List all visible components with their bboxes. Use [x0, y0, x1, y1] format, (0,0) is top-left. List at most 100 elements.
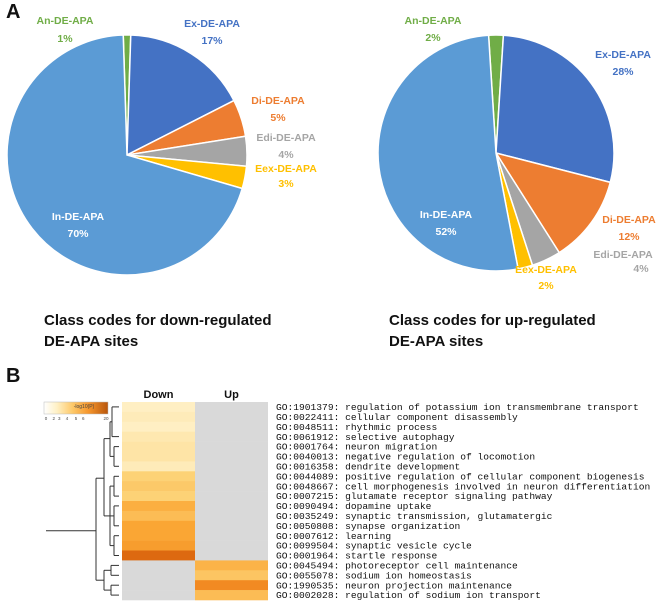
- go-term-label: GO:0050808: synapse organization: [276, 521, 460, 532]
- go-term-label: GO:0090494: dopamine uptake: [276, 501, 432, 512]
- heatmap-cell-down: [122, 431, 195, 442]
- heatmap-cell-down: [122, 530, 195, 541]
- go-term-label: GO:0061912: selective autophagy: [276, 432, 455, 443]
- pie-percent-up-eex-de-apa: 2%: [538, 280, 554, 292]
- heatmap-cell-up: [195, 580, 268, 591]
- heatmap-cell-down: [122, 491, 195, 502]
- heatmap-cell-down: [122, 510, 195, 522]
- heatmap-cell-up: [195, 402, 268, 413]
- heatmap-cell-up: [195, 560, 268, 571]
- heatmap-cell-down: [122, 540, 195, 551]
- row-dendrogram: [46, 406, 119, 596]
- heatmap-cell-up: [195, 441, 268, 452]
- heatmap-cell-up: [195, 520, 268, 531]
- go-term-label: GO:0045494: photoreceptor cell maintenan…: [276, 561, 518, 572]
- pie-slice-down-in-de-apa: [6, 34, 244, 276]
- pie-percent-up-in-de-apa: 52%: [435, 226, 457, 238]
- heatmap-cell-down: [122, 550, 195, 561]
- legend-tick-label: 4: [66, 416, 69, 421]
- caption-up-line1: Class codes for up-regulated: [389, 312, 596, 329]
- go-term-label: GO:1901379: regulation of potassium ion …: [276, 402, 639, 413]
- heatmap-cell-down: [122, 441, 195, 452]
- pie-percent-down-an-de-apa: 1%: [57, 33, 73, 45]
- go-term-label: GO:1990535: neuron projection maintenanc…: [276, 580, 512, 591]
- heatmap-cell-up: [195, 481, 268, 492]
- heatmap-cell-down: [122, 501, 195, 512]
- heatmap-cell-down: [122, 461, 195, 472]
- go-term-label: GO:0048511: rhythmic process: [276, 422, 437, 433]
- caption-down-line1: Class codes for down-regulated: [44, 312, 272, 329]
- legend-gradient-bar: [43, 401, 109, 415]
- pie-slice-up-di-de-apa: [494, 151, 612, 254]
- go-term-label: GO:0035249: synaptic transmission, gluta…: [276, 511, 553, 522]
- pie-percent-up-an-de-apa: 2%: [425, 32, 441, 44]
- pie-label-up-edi-de-apa: Edi-DE-APA: [593, 249, 653, 261]
- go-term-label: GO:0040013: negative regulation of locom…: [276, 452, 535, 463]
- legend-tick-label: 3: [58, 416, 61, 421]
- heatmap-cell-up: [195, 491, 268, 502]
- panel-a-letter: A: [6, 1, 20, 23]
- pie-label-down-an-de-apa: An-DE-APA: [37, 15, 94, 27]
- pie-slice-down-ex-de-apa: [126, 34, 235, 157]
- go-term-label: GO:0099504: synaptic vesicle cycle: [276, 541, 472, 552]
- heatmap-cell-up: [195, 590, 268, 601]
- pie-label-down-in-de-apa: In-DE-APA: [52, 211, 105, 223]
- heatmap-cell-up: [195, 510, 268, 522]
- heatmap-cell-up: [195, 550, 268, 561]
- heatmap-color-legend: -log10(P) 0 2 3 4 5 6 20: [43, 401, 109, 421]
- pie-label-up-in-de-apa: In-DE-APA: [420, 209, 473, 221]
- go-term-label: GO:0007612: learning: [276, 531, 391, 542]
- legend-tick-label: 0: [45, 416, 48, 421]
- go-term-label: GO:0001964: startle response: [276, 551, 437, 562]
- heatmap-cell-up: [195, 411, 268, 423]
- pie-label-up-ex-de-apa: Ex-DE-APA: [595, 49, 651, 61]
- pie-label-down-di-de-apa: Di-DE-APA: [251, 95, 305, 107]
- pie-percent-down-eex-de-apa: 3%: [278, 178, 294, 190]
- go-term-label: GO:0001764: neuron migration: [276, 442, 437, 453]
- heatmap-cell-up: [195, 461, 268, 472]
- go-term-label: GO:0044089: positive regulation of cellu…: [276, 471, 644, 482]
- heatmap-cell-down: [122, 481, 195, 492]
- go-term-label: GO:0002028: regulation of sodium ion tra…: [276, 590, 541, 601]
- heatmap-cell-down: [122, 590, 195, 601]
- heatmap-cell-down: [122, 570, 195, 581]
- go-term-label: GO:0016358: dendrite development: [276, 462, 460, 473]
- heatmap-cell-down: [122, 411, 195, 423]
- pie-label-up-eex-de-apa: Eex-DE-APA: [515, 264, 577, 276]
- caption-up-line2: DE-APA sites: [389, 333, 483, 350]
- heatmap-cell-up: [195, 471, 268, 482]
- pie-percent-down-di-de-apa: 5%: [270, 112, 286, 124]
- heatmap-cell-down: [122, 471, 195, 482]
- column-header-up: Up: [224, 389, 239, 401]
- panel-b-letter: B: [6, 365, 20, 387]
- pie-percent-down-ex-de-apa: 17%: [201, 35, 223, 47]
- pie-slice-up-ex-de-apa: [495, 34, 615, 184]
- heatmap-cell-down: [122, 451, 195, 462]
- pie-percent-up-edi-de-apa: 4%: [633, 263, 649, 275]
- pie-label-down-ex-de-apa: Ex-DE-APA: [184, 18, 240, 30]
- legend-tick-label: 5: [75, 416, 78, 421]
- heatmap-cell-down: [122, 580, 195, 591]
- pie-label-up-di-de-apa: Di-DE-APA: [602, 214, 656, 226]
- pie-label-up-an-de-apa: An-DE-APA: [405, 15, 462, 27]
- go-term-label: GO:0055078: sodium ion homeostasis: [276, 570, 472, 581]
- heatmap-cell-up: [195, 530, 268, 541]
- heatmap-cell-up: [195, 570, 268, 581]
- heatmap-cell-up: [195, 451, 268, 462]
- go-term-label: GO:0007215: glutamate receptor signaling…: [276, 491, 553, 502]
- pie-chart-down-regulated: An-DE-APA 1% Ex-DE-APA 17% Di-DE-APA 5% Edi-DE…: [6, 15, 317, 276]
- heatmap-cell-down: [122, 402, 195, 413]
- heatmap-cell-up: [195, 421, 268, 432]
- column-header-down: Down: [144, 389, 174, 401]
- heatmap-cell-down: [122, 421, 195, 432]
- pie-percent-down-in-de-apa: 70%: [67, 228, 89, 240]
- legend-tick-label: 20: [103, 416, 109, 421]
- legend-tick-label: 6: [82, 416, 85, 421]
- pie-percent-down-edi-de-apa: 4%: [278, 149, 294, 161]
- go-term-label: GO:0022411: cellular component disassemb…: [276, 412, 518, 423]
- legend-tick-label: 2: [53, 416, 56, 421]
- heatmap-cell-up: [195, 501, 268, 512]
- pie-percent-up-di-de-apa: 12%: [618, 231, 640, 243]
- heatmap-cell-up: [195, 540, 268, 551]
